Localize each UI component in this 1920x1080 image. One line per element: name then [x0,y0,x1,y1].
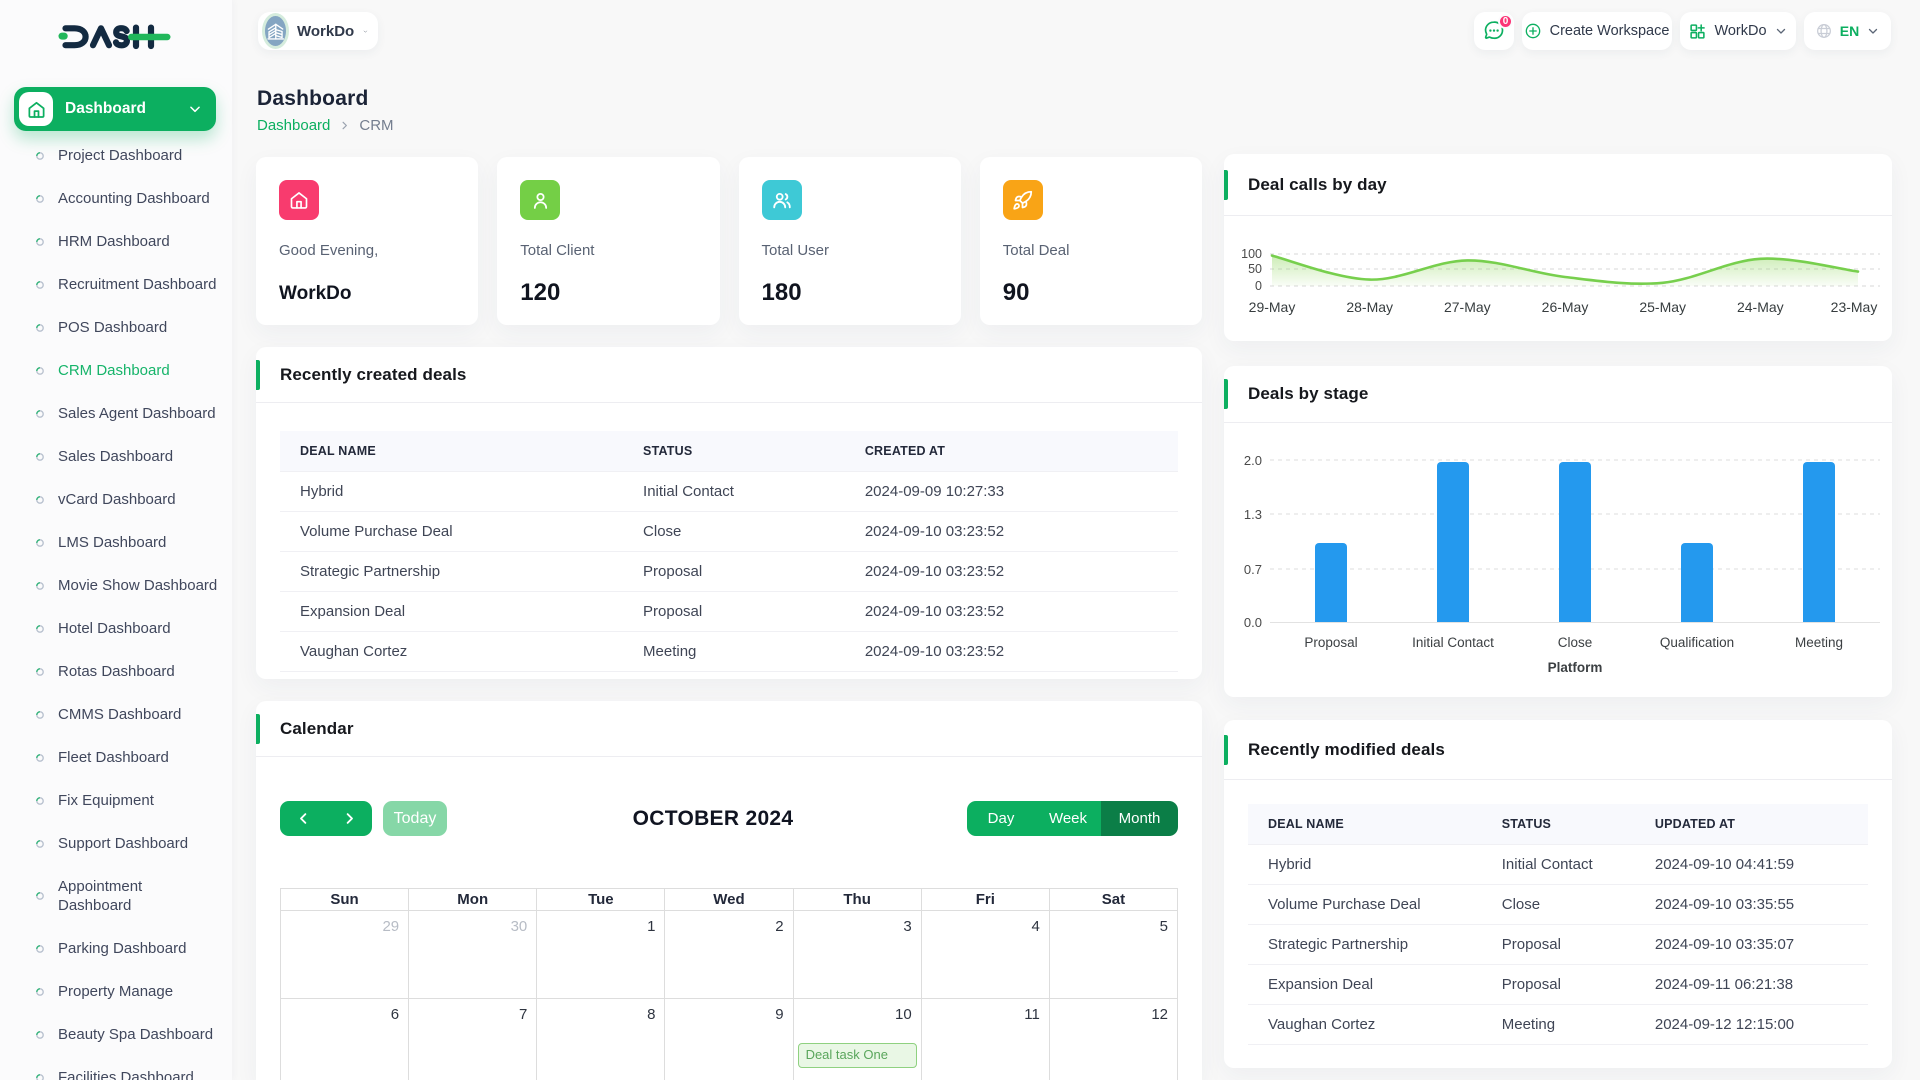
svg-text:Proposal: Proposal [1304,635,1357,650]
svg-text:23-May: 23-May [1831,299,1878,315]
svg-text:100: 100 [1241,247,1262,261]
svg-text:Platform: Platform [1548,660,1603,675]
svg-text:Meeting: Meeting [1795,635,1843,650]
svg-text:Qualification: Qualification [1660,635,1734,650]
svg-text:Close: Close [1558,635,1593,650]
svg-text:29-May: 29-May [1249,299,1296,315]
svg-text:26-May: 26-May [1542,299,1589,315]
svg-text:27-May: 27-May [1444,299,1491,315]
svg-text:Initial Contact: Initial Contact [1412,635,1494,650]
svg-text:50: 50 [1248,262,1262,276]
svg-text:0.0: 0.0 [1244,615,1262,630]
svg-text:1.3: 1.3 [1244,507,1262,522]
svg-text:28-May: 28-May [1346,299,1393,315]
svg-text:0.7: 0.7 [1244,562,1262,577]
svg-text:24-May: 24-May [1737,299,1784,315]
svg-text:2.0: 2.0 [1244,453,1262,468]
svg-text:0: 0 [1255,279,1262,293]
svg-text:25-May: 25-May [1639,299,1686,315]
